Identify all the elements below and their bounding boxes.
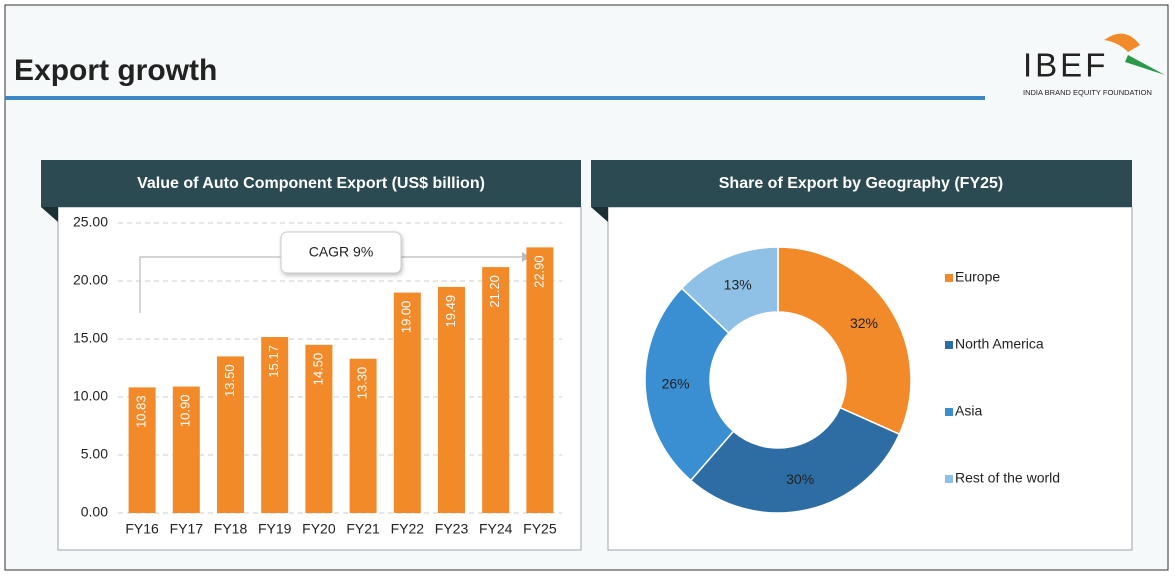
slice-label: 26% [662,375,690,391]
logo-subtitle: INDIA BRAND EQUITY FOUNDATION [1023,88,1152,97]
y-tick-label: 0.00 [81,504,108,520]
logo-bird [1104,33,1140,52]
value-label: 21.20 [487,275,502,308]
panel-header [591,160,1132,207]
value-label: 10.90 [178,395,193,428]
annotation-box [280,231,402,274]
x-tick-label: FY16 [125,521,159,537]
bar [305,344,333,513]
cagr-arrowhead [522,252,530,262]
logo-bird [1125,55,1165,75]
logo: IBEF [1023,47,1108,84]
legend-label: Rest of the world [955,470,1060,486]
donut-slice [689,406,901,514]
value-label: 22.90 [531,255,546,288]
slice-label: 30% [786,471,814,487]
bar [349,358,377,513]
y-tick-label: 5.00 [81,446,108,462]
bar [217,356,244,513]
donut-slice [680,246,779,335]
donut-slice [777,246,912,436]
page-title: Export growth [14,54,217,87]
panel-header [41,160,581,207]
bar [261,337,289,513]
value-label: 15.17 [266,345,281,378]
bar [393,292,421,513]
x-tick-label: FY24 [479,521,513,537]
value-label: 14.50 [310,353,325,386]
x-tick-label: FY20 [302,521,336,537]
legend-swatch [945,408,953,416]
x-tick-label: FY18 [214,521,248,537]
legend-swatch [945,341,953,349]
bar [172,386,200,513]
value-label: 10.83 [134,395,149,428]
bar [438,286,465,513]
bar [128,387,156,513]
value-label: 19.49 [443,295,458,328]
chart-title: Value of Auto Component Export (US$ bill… [137,175,485,192]
value-label: 13.30 [355,367,370,400]
annotation: CAGR 9% [309,244,374,260]
legend-swatch [945,475,953,483]
legend-label: Asia [955,403,982,419]
value-label: 13.50 [222,364,237,397]
x-tick-label: FY21 [346,521,380,537]
donut-slice [644,287,735,482]
x-tick-label: FY23 [435,521,469,537]
panel-fold [41,207,58,222]
y-tick-label: 20.00 [73,272,108,288]
bar [482,267,510,513]
slice-label: 13% [724,276,752,292]
panel-fold [591,207,608,222]
y-tick-label: 10.00 [73,388,108,404]
slice-label: 32% [850,315,878,331]
x-tick-label: FY17 [170,521,204,537]
x-tick-label: FY25 [523,521,557,537]
y-tick-label: 25.00 [73,214,108,230]
legend-swatch [945,274,953,282]
chart-title: Share of Export by Geography (FY25) [719,175,1004,192]
title-rule [5,96,985,100]
legend-label: Europe [955,269,1000,285]
bar [526,247,554,514]
x-tick-label: FY19 [258,521,292,537]
value-label: 19.00 [399,301,414,334]
y-tick-label: 15.00 [73,330,108,346]
x-tick-label: FY22 [391,521,425,537]
legend-label: North America [955,336,1044,352]
